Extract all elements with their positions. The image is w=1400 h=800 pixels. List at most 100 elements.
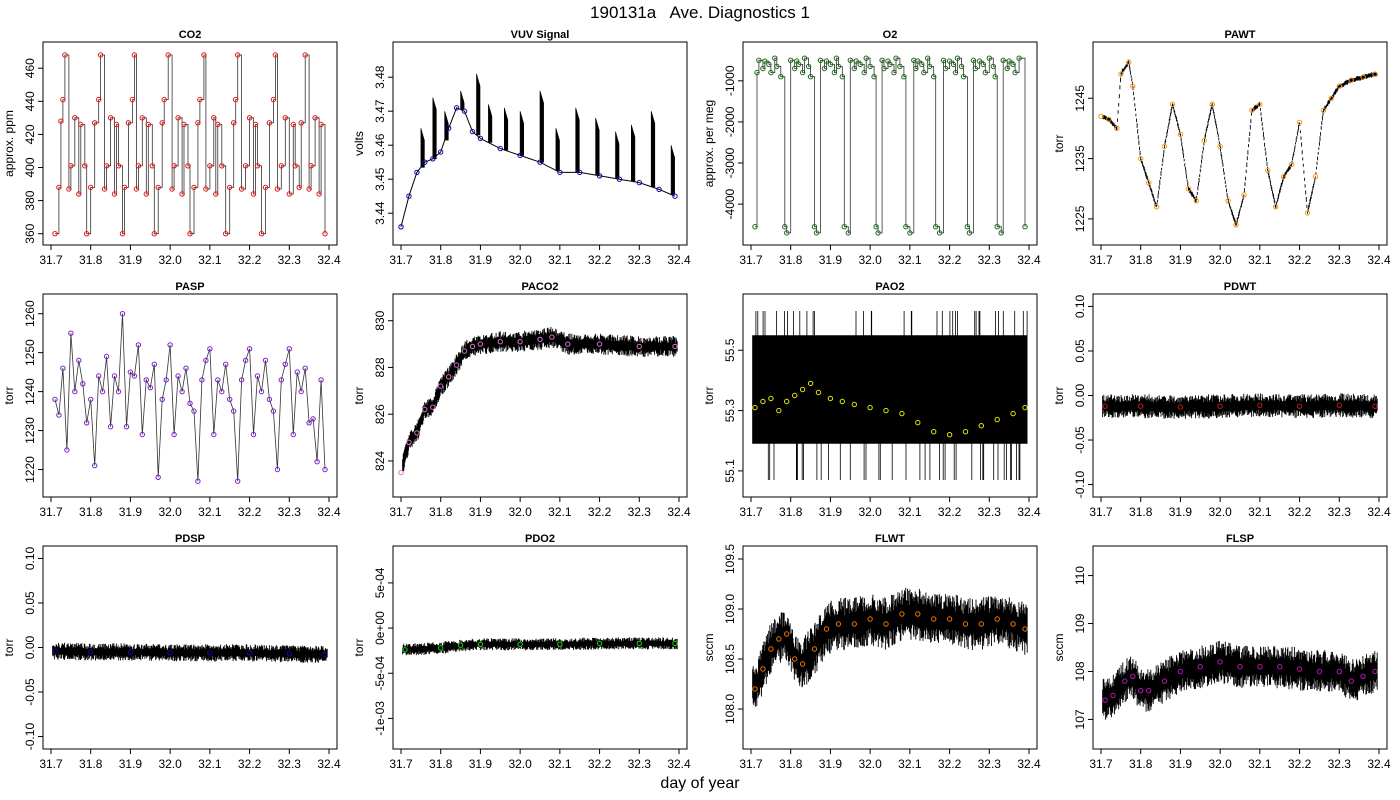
x-tick-label: 32.4 bbox=[317, 757, 341, 771]
data-point bbox=[1098, 113, 1104, 120]
x-tick-label: 32.2 bbox=[238, 253, 262, 267]
data-point bbox=[227, 184, 233, 191]
data-point bbox=[56, 184, 62, 191]
y-tick-label: 0.10 bbox=[23, 546, 37, 570]
x-tick-label: 32.2 bbox=[1288, 253, 1312, 267]
data-point bbox=[282, 115, 288, 121]
data-point bbox=[72, 115, 78, 121]
signal-spike bbox=[650, 111, 656, 187]
data-point bbox=[851, 621, 857, 627]
data-point bbox=[252, 121, 259, 128]
y-tick-label: 0.10 bbox=[1073, 294, 1087, 318]
x-tick-label: 31.7 bbox=[389, 253, 413, 267]
data-point bbox=[1010, 621, 1016, 627]
x-tick-label: 32.1 bbox=[548, 757, 572, 771]
data-point bbox=[1217, 659, 1223, 665]
data-point bbox=[1296, 403, 1303, 409]
data-point bbox=[1146, 180, 1152, 186]
y-axis-label-pdo2: torr bbox=[352, 638, 366, 656]
x-tick-label: 31.7 bbox=[39, 505, 63, 519]
plot-area-pdsp bbox=[52, 642, 328, 663]
signal-spike bbox=[519, 111, 524, 156]
x-tick-label: 32.1 bbox=[898, 253, 922, 267]
data-point bbox=[1296, 119, 1303, 126]
data-point bbox=[867, 616, 873, 622]
y-axis-label-vuv-signal: volts bbox=[352, 131, 366, 156]
data-point bbox=[406, 439, 412, 445]
data-point bbox=[768, 646, 774, 652]
signal-spike bbox=[575, 107, 580, 173]
data-point bbox=[933, 224, 939, 230]
data-point bbox=[246, 650, 253, 656]
data-point bbox=[286, 346, 292, 352]
data-point bbox=[1360, 673, 1366, 679]
data-point bbox=[235, 478, 241, 484]
y-axis-label-co2: approx. ppm bbox=[2, 110, 16, 177]
data-point bbox=[557, 169, 563, 176]
data-point bbox=[322, 651, 328, 658]
data-point bbox=[891, 69, 897, 76]
data-point bbox=[266, 396, 273, 403]
signal-line bbox=[400, 107, 676, 227]
y-tick-label: 400 bbox=[23, 157, 37, 177]
x-tick-label: 31.9 bbox=[1169, 253, 1193, 267]
x-tick-label: 32.4 bbox=[1017, 505, 1041, 519]
data-point bbox=[312, 115, 318, 121]
x-tick-label: 32.4 bbox=[1017, 757, 1041, 771]
plot-frame bbox=[42, 293, 338, 498]
data-point bbox=[792, 656, 798, 662]
data-point bbox=[1336, 83, 1343, 89]
data-point bbox=[1372, 71, 1378, 77]
data-point bbox=[851, 65, 857, 72]
panel-title-pasp: PASP bbox=[175, 281, 204, 293]
data-point bbox=[1169, 101, 1176, 108]
data-point bbox=[143, 377, 150, 383]
y-tick-label: 360 bbox=[23, 223, 37, 243]
x-tick-label: 32.1 bbox=[198, 253, 222, 267]
data-point bbox=[92, 120, 98, 126]
data-point bbox=[139, 431, 146, 438]
panel-title-co2: CO2 bbox=[179, 29, 202, 41]
data-point bbox=[1237, 664, 1243, 670]
data-point bbox=[60, 96, 66, 103]
data-point bbox=[497, 145, 503, 152]
x-tick-label: 32.2 bbox=[1288, 505, 1312, 519]
data-point bbox=[246, 346, 253, 352]
data-point bbox=[915, 419, 921, 426]
data-point bbox=[972, 65, 979, 72]
y-tick-label: 109 bbox=[1073, 613, 1087, 633]
x-tick-label: 32.4 bbox=[667, 505, 691, 519]
y-tick-label: 0.05 bbox=[23, 591, 37, 615]
data-point bbox=[976, 58, 983, 64]
data-point bbox=[298, 388, 304, 395]
data-point bbox=[517, 152, 523, 159]
data-point bbox=[135, 163, 142, 169]
plot-frame bbox=[392, 545, 688, 750]
y-tick-label: 3.45 bbox=[373, 167, 387, 191]
signal-spike bbox=[504, 107, 509, 151]
data-point bbox=[1281, 174, 1287, 180]
data-point bbox=[167, 650, 173, 656]
data-point bbox=[422, 406, 428, 413]
x-tick-label: 32.1 bbox=[1248, 505, 1272, 519]
data-point bbox=[52, 396, 58, 403]
trace-line bbox=[755, 57, 1026, 234]
data-point bbox=[994, 416, 1000, 423]
data-point bbox=[873, 224, 879, 230]
data-point bbox=[863, 55, 869, 61]
data-point bbox=[135, 342, 142, 348]
data-point bbox=[215, 121, 221, 128]
data-point bbox=[207, 163, 213, 169]
data-point bbox=[231, 120, 237, 126]
data-point bbox=[207, 650, 213, 656]
data-point bbox=[211, 431, 217, 438]
x-tick-label: 31.9 bbox=[119, 253, 143, 267]
data-point bbox=[155, 184, 161, 191]
y-axis-label-pao2: torr bbox=[702, 386, 716, 404]
data-point bbox=[784, 631, 790, 637]
x-tick-label: 32.2 bbox=[588, 505, 612, 519]
data-point bbox=[883, 407, 889, 414]
data-point bbox=[219, 163, 225, 169]
x-tick-label: 32.3 bbox=[628, 253, 652, 267]
data-point bbox=[219, 388, 225, 395]
